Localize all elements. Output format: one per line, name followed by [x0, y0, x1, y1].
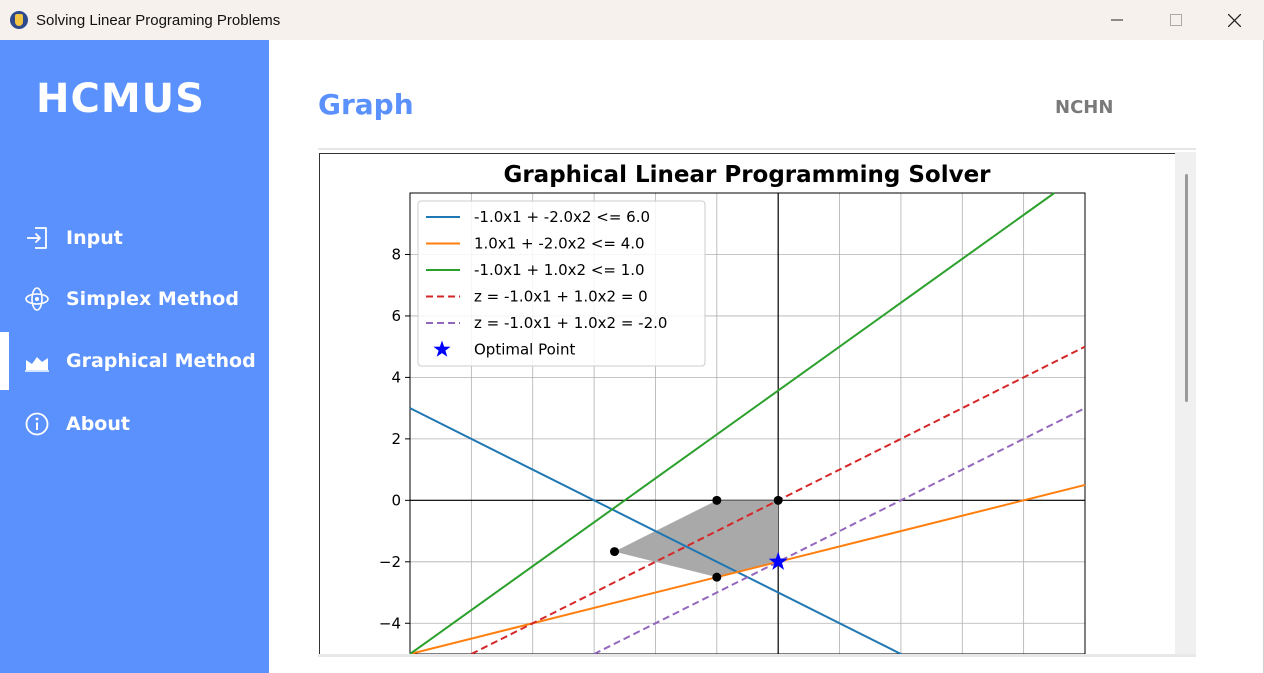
y-tick-label: 4	[391, 368, 401, 386]
window-controls	[1087, 0, 1264, 40]
info-icon	[25, 412, 49, 436]
legend-box	[417, 200, 706, 367]
lp-chart: Graphical Linear Programming Solver −4 −2…	[379, 162, 1086, 654]
minimize-button[interactable]	[1087, 0, 1146, 40]
sidebar-item-graphical-method[interactable]: Graphical Method	[0, 332, 269, 390]
plot-frame	[409, 192, 1086, 654]
orbit-icon	[25, 287, 49, 311]
legend-label: 1.0x1 + -2.0x2 <= 4.0	[474, 235, 645, 253]
y-tick-label: 8	[391, 245, 401, 263]
brand-logo-text: HCMUS	[36, 76, 205, 122]
login-icon	[27, 227, 47, 249]
page-title: Graph	[318, 88, 414, 121]
app-logo-icon	[10, 11, 28, 29]
sidebar-item-about[interactable]: About	[0, 395, 269, 453]
sidebar-item-simplex-method[interactable]: Simplex Method	[0, 270, 269, 328]
graph-scrollbar[interactable]	[1175, 152, 1196, 654]
sidebar-item-label: Input	[66, 227, 123, 249]
series-line-5	[593, 407, 1086, 654]
graph-canvas: Graphical Linear Programming Solver −4 −2…	[319, 153, 1176, 654]
sidebar-item-label: About	[66, 413, 130, 435]
legend-label: -1.0x1 + -2.0x2 <= 6.0	[474, 208, 650, 226]
feasible-region	[614, 500, 779, 578]
close-button[interactable]	[1205, 0, 1264, 40]
series-line-3	[409, 192, 1055, 654]
minimize-icon	[1110, 19, 1123, 21]
series-line-2	[409, 483, 1086, 654]
vertex-point	[773, 495, 783, 505]
area-chart-icon	[25, 357, 49, 372]
author-label: NCHN	[1055, 97, 1114, 118]
chart-title: Graphical Linear Programming Solver	[503, 162, 991, 188]
y-tick-label: 6	[391, 307, 401, 325]
sidebar-item-input[interactable]: Input	[0, 209, 269, 267]
window-title: Solving Linear Programing Problems	[36, 11, 281, 29]
vertex-point	[712, 572, 722, 582]
sidebar: HCMUS Input Simplex Method Graphical Met…	[0, 40, 269, 673]
active-indicator	[0, 332, 9, 390]
panel-bottom-divider	[318, 654, 1196, 657]
vertex-point	[610, 547, 620, 557]
y-tick-label: 0	[391, 491, 401, 509]
optimal-point-marker	[768, 551, 788, 570]
window-titlebar: Solving Linear Programing Problems	[0, 0, 1264, 40]
legend-label: Optimal Point	[474, 341, 575, 359]
scrollbar-thumb[interactable]	[1185, 174, 1188, 402]
sidebar-item-label: Simplex Method	[66, 288, 239, 310]
series-line-1	[409, 407, 902, 654]
legend-marker-optimal	[433, 340, 451, 357]
maximize-button[interactable]	[1146, 0, 1205, 40]
legend-label: z = -1.0x1 + 1.0x2 = -2.0	[474, 314, 667, 332]
vertex-point	[712, 495, 722, 505]
close-icon	[1228, 13, 1241, 27]
y-tick-label: −2	[379, 553, 401, 571]
maximize-icon	[1169, 14, 1182, 26]
y-tick-label: 2	[391, 430, 401, 448]
sidebar-item-label: Graphical Method	[66, 350, 256, 372]
legend-label: z = -1.0x1 + 1.0x2 = 0	[474, 288, 648, 306]
legend-label: -1.0x1 + 1.0x2 <= 1.0	[474, 261, 645, 279]
y-tick-label: −4	[379, 614, 401, 632]
